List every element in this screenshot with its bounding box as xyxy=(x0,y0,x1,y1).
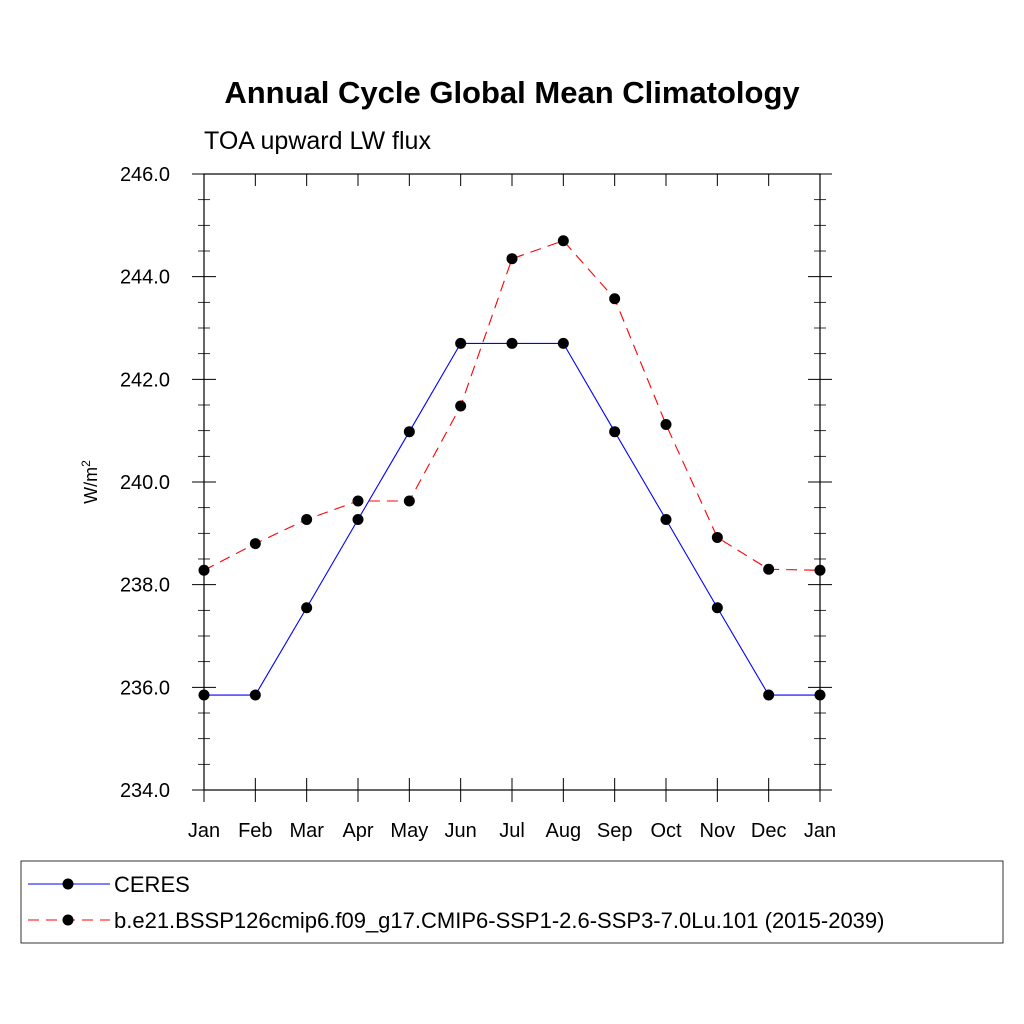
series-2-point xyxy=(198,564,210,576)
series-1-point xyxy=(660,513,672,525)
legend-label-1: CERES xyxy=(114,872,190,897)
series-2-point xyxy=(660,419,672,431)
x-tick-label: Jun xyxy=(445,820,477,842)
series-1-point xyxy=(506,337,518,349)
x-tick-label: Jul xyxy=(499,820,525,842)
x-tick-label: Jan xyxy=(804,820,836,842)
x-tick-label: Oct xyxy=(650,820,682,842)
x-tick-labels: Jan Feb Mar Apr May Jun Jul Aug Sep Oct Nov Dec Jan xyxy=(188,820,836,842)
plot-frame xyxy=(203,173,821,791)
series-2-point xyxy=(301,513,313,525)
series-1-point xyxy=(352,513,364,525)
x-tick-label: Aug xyxy=(546,820,582,842)
series-1-point xyxy=(763,689,775,701)
chart-title: Annual Cycle Global Mean Climatology xyxy=(224,75,800,110)
series-1-point xyxy=(814,689,826,701)
y-tick-label: 236.0 xyxy=(120,677,170,699)
legend: CERES b.e21.BSSP126cmip6.f09_g17.CMIP6-SS… xyxy=(28,872,884,933)
x-tick-label: Jan xyxy=(188,820,220,842)
series-1-point xyxy=(609,426,621,438)
y-axis-label-superscript: 2 xyxy=(79,460,93,467)
x-tick-label: Apr xyxy=(342,820,373,842)
series-2-point xyxy=(455,400,467,412)
x-tick-label: Nov xyxy=(700,820,736,842)
x-tick-label: May xyxy=(390,820,428,842)
y-axis-label-main: W/m xyxy=(81,467,101,504)
y-tick-label: 246.0 xyxy=(120,164,170,186)
x-tick-label: Mar xyxy=(289,820,324,842)
axis-ticks xyxy=(192,173,832,802)
series-2-point xyxy=(352,495,364,507)
series-1-point xyxy=(403,426,415,438)
chart-subtitle: TOA upward LW flux xyxy=(204,127,431,155)
series-2-point xyxy=(249,538,261,550)
legend-marker-2 xyxy=(62,914,74,926)
series-2-point xyxy=(609,293,621,305)
series-2-point xyxy=(403,495,415,507)
series-1-point xyxy=(711,602,723,614)
series-1-point xyxy=(198,689,210,701)
series-1-point xyxy=(557,337,569,349)
y-tick-label: 238.0 xyxy=(120,575,170,597)
y-tick-label: 242.0 xyxy=(120,369,170,391)
series-2-point xyxy=(763,563,775,575)
y-tick-labels: 234.0 236.0 238.0 240.0 242.0 244.0 246.0 xyxy=(120,164,170,802)
series-2-point xyxy=(506,253,518,265)
series-line-2 xyxy=(203,240,821,571)
y-axis-label: W/m2 xyxy=(79,460,101,504)
series-2-point xyxy=(711,531,723,543)
y-tick-label: 244.0 xyxy=(120,267,170,289)
legend-box xyxy=(20,860,1004,944)
series-1-point xyxy=(301,602,313,614)
y-tick-label: 234.0 xyxy=(120,780,170,802)
series-1-point xyxy=(249,689,261,701)
x-tick-label: Sep xyxy=(597,820,633,842)
x-tick-label: Dec xyxy=(751,820,787,842)
series-line-1 xyxy=(204,342,820,696)
legend-label-2: b.e21.BSSP126cmip6.f09_g17.CMIP6-SSP1-2.… xyxy=(114,908,884,933)
series-2-point xyxy=(814,564,826,576)
y-tick-label: 240.0 xyxy=(120,472,170,494)
series-layer xyxy=(198,235,826,701)
series-2-point xyxy=(557,235,569,247)
legend-marker-1 xyxy=(62,878,74,890)
series-1-point xyxy=(455,337,467,349)
x-tick-label: Feb xyxy=(238,820,272,842)
